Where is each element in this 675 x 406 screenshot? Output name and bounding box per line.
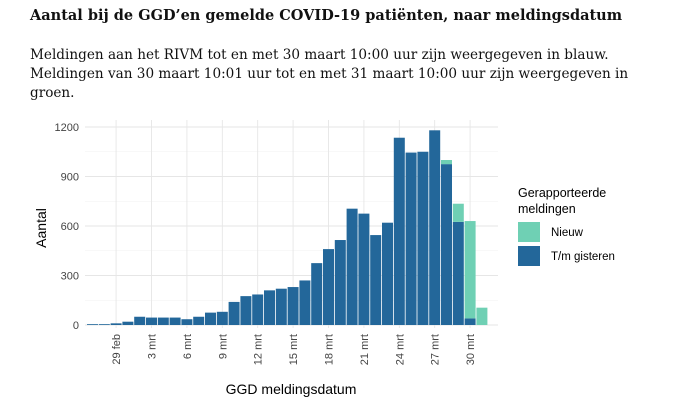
y-tick-label: 600 bbox=[61, 221, 79, 233]
bar-tm-gisteren-30 bbox=[441, 164, 452, 325]
x-tick-label: 12 mrt bbox=[253, 334, 265, 365]
bar-tm-gisteren-18 bbox=[299, 280, 311, 325]
legend-swatch-nieuw bbox=[518, 222, 540, 242]
y-tick-label: 1200 bbox=[55, 122, 79, 134]
bar-tm-gisteren-10 bbox=[205, 312, 216, 325]
y-axis-label: Aantal bbox=[33, 208, 49, 248]
bar-tm-gisteren-7 bbox=[169, 317, 181, 325]
bar-tm-gisteren-11 bbox=[216, 311, 228, 325]
bar-nieuw-31 bbox=[452, 203, 464, 222]
x-axis-ticks: 29 feb 3 mrt 6 mrt 9 mrt 12 mrt 15 mrt 18 mrt 2… bbox=[111, 334, 477, 365]
x-tick-label: 27 mrt bbox=[430, 334, 442, 365]
bar-tm-gisteren-17 bbox=[287, 287, 299, 325]
bar-tm-gisteren-23 bbox=[358, 213, 370, 325]
bar-nieuw-33 bbox=[476, 307, 488, 325]
chart-description: Meldingen aan het RIVM tot en met 30 maa… bbox=[30, 46, 660, 103]
y-tick-label: 0 bbox=[73, 320, 79, 332]
y-tick-label: 900 bbox=[61, 172, 79, 184]
x-tick-label: 29 feb bbox=[111, 334, 123, 365]
bar-tm-gisteren-0 bbox=[87, 324, 98, 325]
x-tick-label: 30 mrt bbox=[465, 334, 477, 365]
bar-tm-gisteren-2 bbox=[110, 323, 122, 325]
x-tick-label: 24 mrt bbox=[394, 334, 406, 365]
bar-nieuw-32 bbox=[464, 221, 476, 319]
bar-tm-gisteren-12 bbox=[228, 301, 240, 325]
chart-title: Aantal bij de GGD’en gemelde COVID-19 pa… bbox=[30, 7, 623, 24]
bar-tm-gisteren-8 bbox=[181, 319, 193, 325]
bar-tm-gisteren-27 bbox=[405, 152, 417, 325]
bar-tm-gisteren-4 bbox=[134, 316, 146, 325]
bar-tm-gisteren-1 bbox=[98, 324, 110, 325]
bars bbox=[87, 130, 488, 325]
x-tick-label: 9 mrt bbox=[217, 334, 229, 359]
bar-tm-gisteren-15 bbox=[264, 290, 275, 325]
bar-tm-gisteren-28 bbox=[417, 151, 429, 325]
bar-tm-gisteren-25 bbox=[382, 222, 393, 325]
y-axis-ticks: 0 300 600 900 1200 bbox=[55, 122, 79, 332]
x-axis-label: GGD meldingsdatum bbox=[226, 381, 357, 397]
bar-nieuw-30 bbox=[441, 160, 452, 165]
bar-tm-gisteren-5 bbox=[146, 317, 157, 325]
x-tick-label: 3 mrt bbox=[147, 334, 159, 359]
legend-title-line2: meldingen bbox=[518, 202, 576, 216]
bar-tm-gisteren-3 bbox=[122, 321, 134, 325]
bar-tm-gisteren-13 bbox=[240, 296, 252, 325]
legend-swatch-tm-gisteren bbox=[518, 246, 540, 266]
bar-tm-gisteren-31 bbox=[452, 221, 464, 325]
bar-tm-gisteren-20 bbox=[323, 249, 334, 325]
y-tick-label: 300 bbox=[61, 271, 79, 283]
description-line-green: Meldingen van 30 maart 10:01 uur tot en … bbox=[30, 66, 629, 101]
x-tick-label: 15 mrt bbox=[288, 334, 300, 365]
x-tick-label: 21 mrt bbox=[359, 334, 371, 365]
bar-tm-gisteren-21 bbox=[334, 240, 346, 325]
bar-tm-gisteren-14 bbox=[252, 294, 264, 325]
bar-tm-gisteren-29 bbox=[429, 130, 441, 325]
bar-tm-gisteren-26 bbox=[393, 137, 405, 325]
bar-tm-gisteren-16 bbox=[275, 288, 287, 325]
bar-tm-gisteren-19 bbox=[311, 263, 323, 325]
legend-label-tm-gisteren: T/m gisteren bbox=[551, 251, 615, 263]
legend-title-line1: Gerapporteerde bbox=[518, 186, 606, 200]
bar-tm-gisteren-6 bbox=[157, 317, 169, 325]
bar-tm-gisteren-9 bbox=[193, 316, 205, 325]
x-tick-label: 6 mrt bbox=[182, 334, 194, 359]
legend-label-nieuw: Nieuw bbox=[551, 227, 584, 239]
bar-tm-gisteren-32 bbox=[464, 318, 476, 325]
legend: Gerapporteerde meldingen Nieuw T/m giste… bbox=[518, 186, 615, 266]
x-tick-label: 18 mrt bbox=[324, 334, 336, 365]
description-line-blue: Meldingen aan het RIVM tot en met 30 maa… bbox=[30, 47, 609, 63]
bar-tm-gisteren-22 bbox=[346, 208, 358, 325]
bar-tm-gisteren-24 bbox=[370, 235, 382, 325]
